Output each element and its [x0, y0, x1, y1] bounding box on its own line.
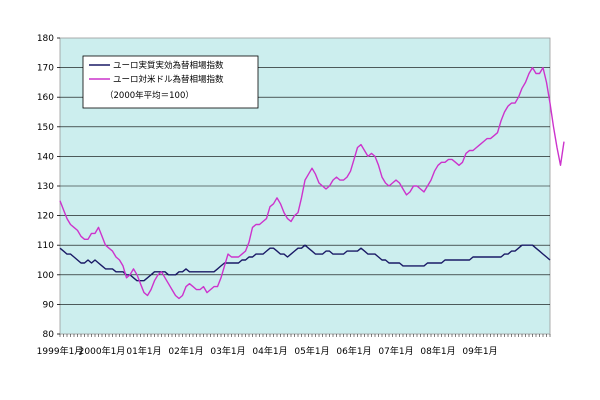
x-tick-label-3: 02年1月	[168, 345, 203, 357]
x-tick-label-0: 1999年1月	[37, 345, 84, 357]
y-tick-label-1: 90	[43, 300, 55, 310]
series-line-1	[59, 66, 565, 300]
x-tick-label-10: 09年1月	[462, 345, 497, 357]
y-axis-ticks: 80 90 100 110 120 130 140 150 160 170 180	[37, 34, 60, 340]
x-tick-label-6: 05年1月	[294, 345, 329, 357]
x-tick-label-7: 06年1月	[336, 345, 371, 357]
y-tick-label-8: 160	[37, 93, 54, 103]
y-tick-label-2: 100	[37, 271, 54, 281]
y-tick-label-3: 110	[37, 241, 54, 251]
legend: ユーロ実質実効為替相場指数 ユーロ対米ドル為替相場指数 （2000年平均＝100…	[82, 55, 259, 109]
legend-box	[82, 55, 259, 109]
series-lines	[59, 66, 565, 300]
legend-note: （2000年平均＝100）	[105, 90, 194, 101]
x-tick-label-1: 2000年1月	[79, 345, 126, 357]
x-tick-label-8: 07年1月	[378, 345, 413, 357]
y-tick-label-10: 180	[37, 34, 54, 44]
series-line-0	[59, 244, 551, 282]
y-tick-label-9: 170	[37, 64, 54, 74]
y-tick-label-7: 150	[37, 123, 54, 133]
legend-label-real-effective: ユーロ実質実効為替相場指数	[113, 60, 224, 71]
y-tick-label-0: 80	[43, 330, 55, 340]
x-tick-label-2: 01年1月	[126, 345, 161, 357]
y-tick-label-6: 140	[37, 152, 54, 162]
y-tick-label-5: 130	[37, 182, 54, 192]
x-tick-label-4: 03年1月	[210, 345, 245, 357]
legend-label-usd: ユーロ対米ドル為替相場指数	[113, 74, 224, 85]
y-tick-label-4: 120	[37, 212, 54, 222]
x-tick-label-9: 08年1月	[420, 345, 455, 357]
x-tick-label-5: 04年1月	[252, 345, 287, 357]
